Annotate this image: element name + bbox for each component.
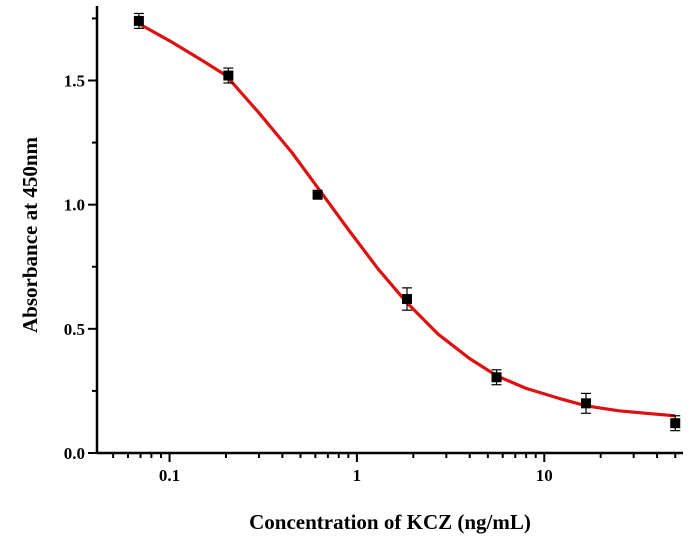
x-tick-label: 1 xyxy=(353,466,362,485)
fitted-curve xyxy=(137,22,676,418)
data-point xyxy=(581,398,592,409)
y-tick-label: 0.5 xyxy=(64,320,85,339)
data-point xyxy=(491,372,502,383)
x-tick-label: 10 xyxy=(536,466,553,485)
y-tick-label: 0.0 xyxy=(64,444,85,463)
x-axis-title: Concentration of KCZ (ng/mL) xyxy=(249,510,531,534)
y-tick-label: 1.0 xyxy=(64,196,85,215)
data-point xyxy=(670,418,681,429)
data-point xyxy=(401,294,412,305)
data-point xyxy=(223,70,234,81)
data-point xyxy=(312,189,323,200)
x-tick-label: 0.1 xyxy=(159,466,180,485)
data-point xyxy=(133,15,144,26)
y-axis-title: Absorbance at 450nm xyxy=(18,136,42,333)
y-tick-label: 1.5 xyxy=(64,72,85,91)
